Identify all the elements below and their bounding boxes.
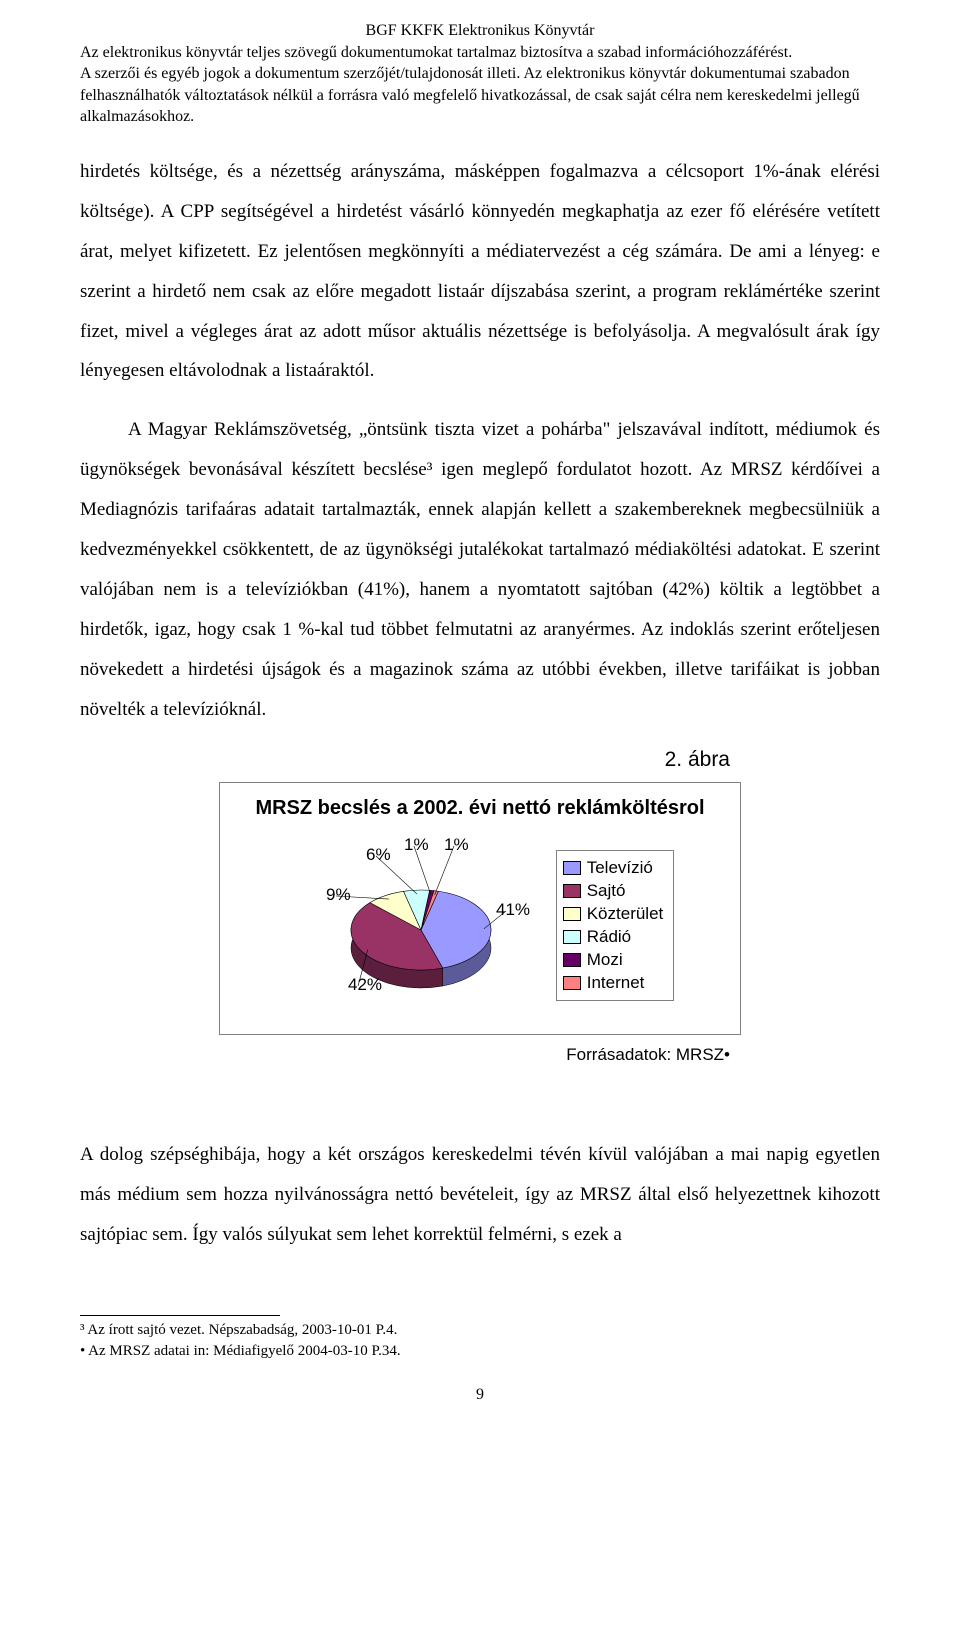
header-line-3: A szerzői és egyéb jogok a dokumentum sz… <box>80 63 880 128</box>
legend-swatch <box>563 907 581 921</box>
legend-item: Televízió <box>563 858 664 878</box>
page-number: 9 <box>80 1386 880 1404</box>
footnote-3: ³ Az írott sajtó vezet. Népszabadság, 20… <box>80 1320 880 1341</box>
figure-caption: 2. ábra <box>80 748 730 772</box>
legend-swatch <box>563 884 581 898</box>
header-block: BGF KKFK Elektronikus Könyvtár Az elektr… <box>80 20 880 128</box>
legend-item: Mozi <box>563 950 664 970</box>
svg-text:9%: 9% <box>326 885 351 904</box>
footnote-rule <box>80 1315 280 1316</box>
legend-item: Közterület <box>563 904 664 924</box>
legend-item: Rádió <box>563 927 664 947</box>
paragraph-3: A dolog szépséghibája, hogy a két ország… <box>80 1135 880 1255</box>
legend-swatch <box>563 976 581 990</box>
legend-swatch <box>563 861 581 875</box>
chart-source-text: Forrásadatok: MRSZ <box>566 1045 724 1064</box>
svg-text:1%: 1% <box>444 835 469 854</box>
header-line-2: Az elektronikus könyvtár teljes szövegű … <box>80 42 880 64</box>
footnote-bullet: • Az MRSZ adatai in: Médiafigyelő 2004-0… <box>80 1341 880 1362</box>
legend-label: Sajtó <box>587 881 626 901</box>
body-text-2: A dolog szépséghibája, hogy a két ország… <box>80 1135 880 1255</box>
legend-label: Internet <box>587 973 645 993</box>
paragraph-2: A Magyar Reklámszövetség, „öntsünk tiszt… <box>80 410 880 729</box>
legend-label: Közterület <box>587 904 664 924</box>
chart-legend: Televízió Sajtó Közterület Rádió Mozi Interne… <box>556 850 675 1001</box>
footnotes: ³ Az írott sajtó vezet. Népszabadság, 20… <box>80 1320 880 1362</box>
body-text: hirdetés költsége, és a nézettség aránys… <box>80 152 880 729</box>
svg-text:1%: 1% <box>404 835 429 854</box>
svg-text:42%: 42% <box>348 975 382 994</box>
legend-swatch <box>563 930 581 944</box>
legend-swatch <box>563 953 581 967</box>
legend-item: Sajtó <box>563 881 664 901</box>
bullet-icon: • <box>724 1045 730 1064</box>
svg-text:41%: 41% <box>496 900 530 919</box>
paragraph-1: hirdetés költsége, és a nézettség aránys… <box>80 152 880 391</box>
chart-source: Forrásadatok: MRSZ• <box>80 1045 730 1065</box>
chart-title: MRSZ becslés a 2002. évi nettó reklámköl… <box>230 797 730 820</box>
svg-text:6%: 6% <box>366 845 391 864</box>
pie-chart: 41% 42% 9% 6% 1% 1% <box>286 830 556 1020</box>
legend-label: Rádió <box>587 927 631 947</box>
header-line-1: BGF KKFK Elektronikus Könyvtár <box>80 20 880 42</box>
legend-label: Televízió <box>587 858 653 878</box>
pie-chart-frame: MRSZ becslés a 2002. évi nettó reklámköl… <box>219 782 741 1035</box>
legend-item: Internet <box>563 973 664 993</box>
legend-label: Mozi <box>587 950 623 970</box>
